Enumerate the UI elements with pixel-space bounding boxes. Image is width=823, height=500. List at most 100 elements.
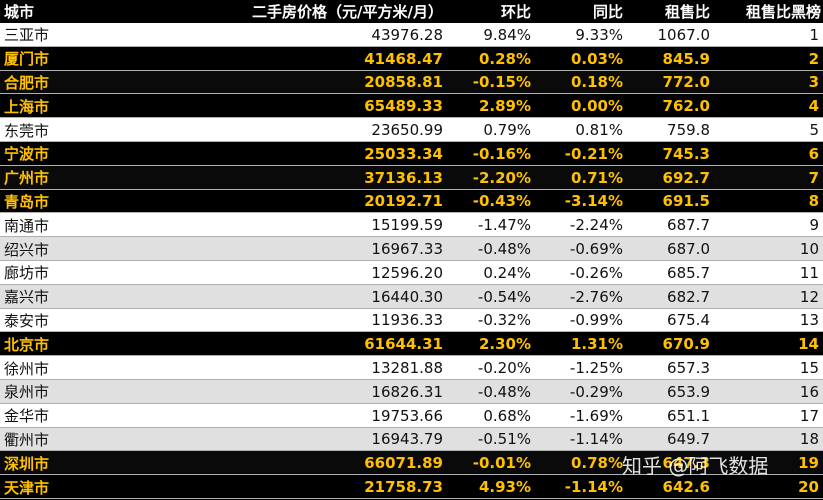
cell-ratio: 772.0 <box>662 73 710 92</box>
cell-ratio: 762.0 <box>662 97 710 116</box>
cell-price: 66071.89 <box>364 454 443 473</box>
row-divider <box>0 331 823 333</box>
row-divider <box>0 45 823 47</box>
cell-yoy: -1.69% <box>569 406 623 425</box>
cell-rank: 14 <box>798 335 819 354</box>
cell-yoy: -0.21% <box>564 144 623 163</box>
row-divider <box>0 117 823 119</box>
cell-rank: 12 <box>799 287 819 306</box>
cell-yoy: 9.33% <box>575 25 623 44</box>
cell-price: 16440.30 <box>371 287 443 306</box>
cell-price: 15199.59 <box>371 216 443 235</box>
cell-rank: 2 <box>808 49 819 68</box>
cell-rank: 11 <box>799 263 819 282</box>
cell-yoy: -2.24% <box>569 216 623 235</box>
header-rank: 租售比黑榜 <box>745 3 821 21</box>
cell-mom: 0.28% <box>478 49 531 68</box>
table-row: 青岛市 20192.71 -0.43% -3.14% 691.5 8 <box>0 189 823 214</box>
cell-price: 13281.88 <box>371 359 443 378</box>
cell-city: 金华市 <box>4 407 50 426</box>
cell-rank: 1 <box>809 25 819 44</box>
cell-price: 41468.47 <box>364 49 443 68</box>
row-divider <box>0 93 823 95</box>
cell-mom: -0.15% <box>472 73 531 92</box>
cell-mom: -0.20% <box>477 359 531 378</box>
cell-yoy: -2.76% <box>569 287 623 306</box>
cell-city: 南通市 <box>4 216 50 235</box>
cell-mom: -0.51% <box>477 430 531 449</box>
cell-city: 三亚市 <box>4 26 50 45</box>
table-header: 城市 二手房价格（元/平方米/月） 环比 同比 租售比 租售比黑榜 <box>0 0 823 23</box>
cell-city: 泰安市 <box>4 311 50 330</box>
cell-mom: -0.43% <box>472 192 531 211</box>
cell-ratio: 651.1 <box>667 406 710 425</box>
row-divider <box>0 259 823 261</box>
cell-mom: -0.48% <box>477 382 531 401</box>
cell-mom: -0.01% <box>472 454 531 473</box>
cell-rank: 10 <box>799 240 819 259</box>
cell-price: 19753.66 <box>371 406 443 425</box>
cell-mom: -2.20% <box>472 168 531 187</box>
header-yoy: 同比 <box>592 3 623 21</box>
table-row: 厦门市 41468.47 0.28% 0.03% 845.9 2 <box>0 46 823 71</box>
cell-city: 东莞市 <box>4 121 50 140</box>
cell-ratio: 685.7 <box>667 263 710 282</box>
cell-price: 23650.99 <box>371 121 443 140</box>
cell-mom: 0.68% <box>483 406 531 425</box>
row-divider <box>0 355 823 357</box>
cell-mom: 0.24% <box>483 263 531 282</box>
cell-yoy: 0.71% <box>570 168 623 187</box>
cell-rank: 13 <box>799 311 819 330</box>
cell-ratio: 692.7 <box>662 168 710 187</box>
cell-rank: 3 <box>808 73 819 92</box>
cell-city: 上海市 <box>4 97 50 116</box>
cell-price: 12596.20 <box>371 263 443 282</box>
cell-ratio: 675.4 <box>667 311 710 330</box>
table-row: 东莞市 23650.99 0.79% 0.81% 759.8 5 <box>0 118 823 142</box>
cell-rank: 4 <box>808 97 819 116</box>
cell-price: 37136.13 <box>364 168 443 187</box>
cell-yoy: 0.78% <box>570 454 623 473</box>
cell-city: 绍兴市 <box>4 240 50 259</box>
cell-price: 20858.81 <box>364 73 443 92</box>
cell-yoy: 0.03% <box>570 49 623 68</box>
cell-rank: 9 <box>809 216 819 235</box>
table-row: 嘉兴市 16440.30 -0.54% -2.76% 682.7 12 <box>0 284 823 309</box>
cell-ratio: 657.3 <box>667 359 710 378</box>
cell-mom: -0.32% <box>477 311 531 330</box>
table-row: 泉州市 16826.31 -0.48% -0.29% 653.9 16 <box>0 380 823 404</box>
row-divider <box>0 164 823 166</box>
header-price: 二手房价格（元/平方米/月） <box>252 3 443 21</box>
cell-city: 徐州市 <box>4 359 50 378</box>
cell-mom: -0.54% <box>477 287 531 306</box>
cell-mom: 2.30% <box>478 335 531 354</box>
cell-price: 65489.33 <box>364 97 443 116</box>
cell-city: 廊坊市 <box>4 264 50 283</box>
cell-city: 北京市 <box>4 335 50 354</box>
cell-city: 天津市 <box>4 478 50 497</box>
header-city: 城市 <box>4 3 35 21</box>
cell-ratio: 649.7 <box>667 430 710 449</box>
table-row: 天津市 21758.73 4.93% -1.14% 642.6 20 <box>0 475 823 499</box>
cell-ratio: 691.5 <box>662 192 710 211</box>
cell-city: 厦门市 <box>4 50 50 69</box>
header-ratio: 租售比 <box>664 3 710 21</box>
cell-mom: -0.48% <box>477 240 531 259</box>
table-row: 广州市 37136.13 -2.20% 0.71% 692.7 7 <box>0 165 823 190</box>
cell-rank: 5 <box>809 121 819 140</box>
cell-yoy: 0.00% <box>570 97 623 116</box>
table-row: 金华市 19753.66 0.68% -1.69% 651.1 17 <box>0 403 823 428</box>
table-row: 南通市 15199.59 -1.47% -2.24% 687.7 9 <box>0 213 823 238</box>
row-divider <box>0 69 823 71</box>
table-row: 上海市 65489.33 2.89% 0.00% 762.0 4 <box>0 94 823 119</box>
table-row: 衢州市 16943.79 -0.51% -1.14% 649.7 18 <box>0 427 823 452</box>
row-divider <box>0 378 823 380</box>
cell-yoy: 0.81% <box>575 121 623 140</box>
cell-mom: 9.84% <box>483 25 531 44</box>
cell-price: 16967.33 <box>371 240 443 259</box>
cell-price: 21758.73 <box>364 478 443 497</box>
cell-price: 11936.33 <box>371 311 443 330</box>
cell-rank: 6 <box>808 144 819 163</box>
row-divider <box>0 212 823 214</box>
